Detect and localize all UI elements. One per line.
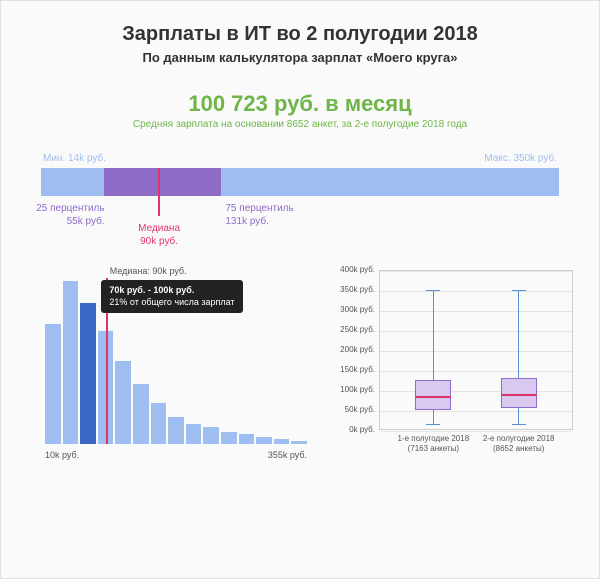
boxplot-y-label: 300k руб. [329, 305, 375, 314]
histogram-tooltip: 70k руб. - 100k руб. 21% от общего числа… [101, 280, 242, 313]
page-subtitle: По данным калькулятора зарплат «Моего кр… [1, 50, 599, 65]
histogram-bar [221, 432, 237, 444]
histogram-bar [63, 281, 79, 444]
boxplot-y-label: 50k руб. [329, 405, 375, 414]
histogram-bar [291, 441, 307, 444]
range-p75-label: 75 перцентиль131k руб. [225, 202, 293, 228]
page-title: Зарплаты в ИТ во 2 полугодии 2018 [1, 23, 599, 46]
boxplot-x-label: 2-е полугодие 2018(8652 анкеты) [471, 434, 567, 453]
histogram-bar [274, 439, 290, 444]
histogram-median-label: Медиана: 90k руб. [110, 266, 187, 276]
histogram-bar [133, 384, 149, 444]
average-value: 100 723 руб. в месяц [1, 91, 599, 117]
boxplot-y-label: 0k руб. [329, 425, 375, 434]
boxplot-y-label: 200k руб. [329, 345, 375, 354]
average-caption: Средняя зарплата на основании 8652 анкет… [1, 119, 599, 130]
range-median-line [158, 168, 160, 216]
histogram-bar [151, 403, 167, 445]
boxplot-y-label: 400k руб. [329, 265, 375, 274]
histogram-bar [186, 424, 202, 444]
boxplot-grid [379, 270, 573, 430]
boxplot-chart: 0k руб. 50k руб. 100k руб. 150k руб. 200k ру… [329, 264, 579, 464]
histogram-bar [80, 303, 96, 444]
histogram-bar [239, 434, 255, 444]
boxplot-y-label: 350k руб. [329, 285, 375, 294]
histogram-bar [168, 417, 184, 444]
histogram-chart: Медиана: 90k руб. 70k руб. - 100k руб. 2… [21, 264, 311, 464]
range-p25-label: 25 перцентиль55k руб. [36, 202, 104, 228]
boxplot-y-label: 100k руб. [329, 385, 375, 394]
tooltip-line1: 70k руб. - 100k руб. [109, 285, 234, 297]
range-chart: Мин. 14k руб. Макс. 350k руб. 25 перцент… [41, 144, 559, 264]
boxplot-y-label: 150k руб. [329, 365, 375, 374]
histogram-bar [256, 437, 272, 444]
range-median-label: Медиана90k руб. [138, 222, 180, 248]
histogram-x-max: 355k руб. [268, 450, 307, 460]
range-max-label: Макс. 350k руб. [484, 152, 557, 165]
histogram-bar [203, 427, 219, 444]
tooltip-line2: 21% от общего числа зарплат [109, 297, 234, 309]
boxplot-y-label: 250k руб. [329, 325, 375, 334]
range-min-label: Мин. 14k руб. [43, 152, 106, 165]
histogram-x-min: 10k руб. [45, 450, 79, 460]
histogram-bar [115, 361, 131, 444]
boxplot-x-label: 1-е полугодие 2018(7163 анкеты) [385, 434, 481, 453]
histogram-bar [45, 324, 61, 444]
range-iqr-box [104, 168, 221, 196]
